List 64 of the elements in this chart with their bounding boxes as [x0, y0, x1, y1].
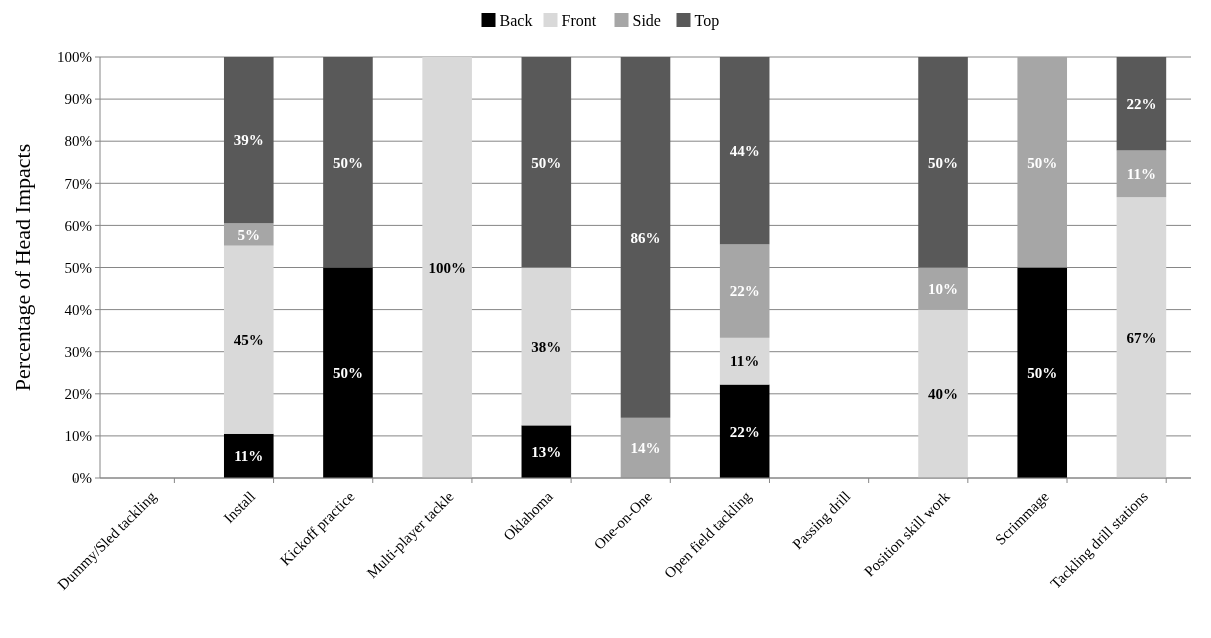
bar	[719, 384, 770, 478]
data-label: 11%	[730, 353, 760, 370]
legend-label: Back	[499, 11, 533, 29]
bar	[620, 417, 671, 478]
legend-label: Front	[561, 11, 597, 29]
bar	[223, 245, 274, 434]
bar	[1017, 57, 1068, 268]
bar	[1116, 197, 1167, 478]
data-label: 5%	[237, 226, 261, 243]
bar	[521, 57, 572, 268]
bar	[1017, 267, 1068, 478]
bar	[719, 57, 770, 245]
data-label: 50%	[928, 154, 959, 171]
y-tick-label: 40%	[64, 301, 92, 318]
data-label: 100%	[428, 259, 466, 276]
y-tick-label: 70%	[64, 175, 92, 192]
bar	[223, 433, 274, 478]
y-tick-label: 30%	[64, 343, 92, 360]
y-tick-label: 10%	[64, 428, 92, 445]
data-label: 10%	[928, 280, 959, 297]
data-label: 50%	[531, 154, 562, 171]
bar	[1116, 150, 1167, 198]
data-label: 22%	[729, 423, 760, 440]
data-label: 39%	[233, 132, 264, 149]
y-tick-label: 60%	[64, 217, 92, 234]
bar	[918, 267, 968, 310]
y-tick-label: 100%	[57, 49, 92, 66]
legend-label: Side	[632, 11, 661, 29]
data-label: 50%	[1027, 365, 1058, 381]
bar	[719, 244, 770, 338]
data-label: 45%	[233, 331, 264, 348]
bar	[521, 425, 572, 478]
data-label: 50%	[1027, 154, 1058, 171]
bar	[223, 223, 274, 246]
data-label: 44%	[729, 142, 760, 159]
y-tick-label: 50%	[64, 259, 92, 276]
y-axis-title: Percentage of Head Impacts	[10, 143, 35, 392]
data-label: 50%	[332, 365, 363, 381]
data-label: 22%	[729, 283, 760, 300]
y-tick-label: 90%	[64, 91, 92, 108]
data-label: 86%	[630, 229, 661, 246]
bar	[323, 57, 373, 268]
data-label: 40%	[928, 386, 959, 403]
bar	[422, 57, 472, 478]
legend-label: Top	[694, 11, 720, 30]
y-tick-label: 20%	[64, 386, 92, 403]
bar	[719, 337, 770, 385]
bar	[620, 57, 671, 418]
data-label: 14%	[630, 440, 661, 457]
bar	[918, 309, 968, 478]
bar	[521, 267, 572, 426]
bar	[323, 267, 373, 478]
bar	[1116, 57, 1167, 151]
data-label: 22%	[1126, 95, 1157, 112]
y-tick-label: 80%	[64, 133, 92, 150]
y-tick-label: 0%	[72, 470, 92, 487]
bar	[223, 57, 274, 224]
bar	[918, 57, 968, 268]
data-label: 38%	[531, 338, 562, 355]
data-label: 11%	[234, 448, 264, 465]
data-label: 50%	[332, 154, 363, 171]
data-label: 67%	[1126, 329, 1157, 346]
data-label: 11%	[1126, 166, 1156, 183]
data-label: 13%	[531, 443, 562, 460]
